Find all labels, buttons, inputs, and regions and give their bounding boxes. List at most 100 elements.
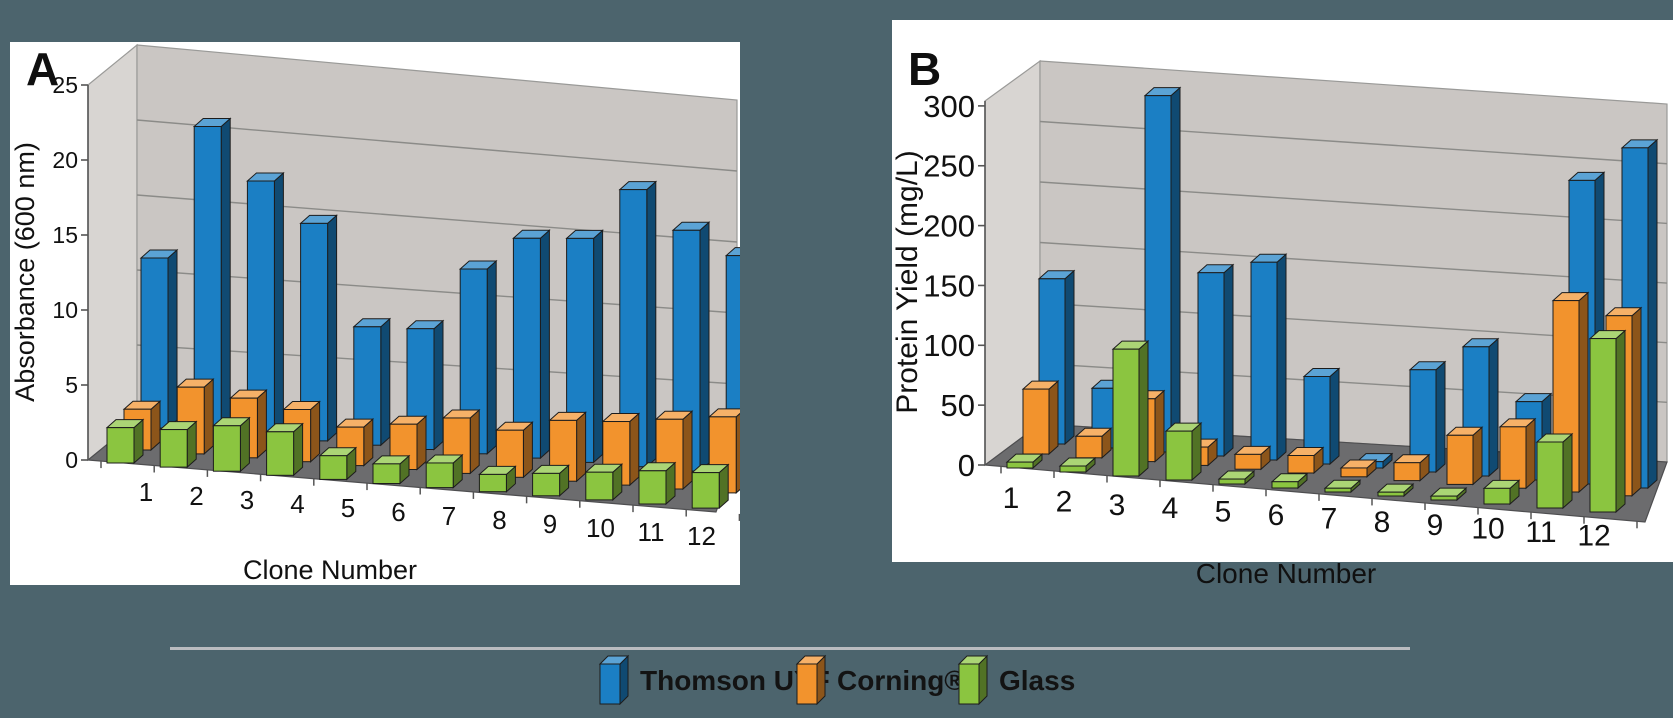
- bar-glass-clone-10: [1482, 479, 1521, 506]
- y-tick-label-100: 100: [923, 328, 975, 363]
- y-tick-label-5: 5: [65, 372, 78, 398]
- y-axis-title: Absorbance (600 nm): [10, 142, 40, 402]
- clone-label-11: 11: [638, 517, 665, 547]
- bar-glass-clone-2: [1058, 456, 1097, 474]
- clone-label-6: 6: [391, 497, 405, 527]
- clone-label-12: 12: [687, 521, 716, 551]
- chart-panel-a: A 0 5 10 15 20 25 1 2 3 4 5 6 7 8 9 10 11 12 Absorbance (6…: [10, 42, 740, 585]
- bar-corning-clone-7: [1339, 458, 1378, 478]
- bar-glass-clone-1: [105, 418, 145, 465]
- bar-thomsonuyf-clone-8: [512, 229, 551, 460]
- clone-label-3: 3: [1109, 489, 1126, 522]
- panel-a-label: A: [26, 43, 60, 95]
- bar-glass-clone-2: [158, 420, 198, 469]
- y-tick-label-25: 25: [52, 72, 78, 98]
- clone-label-5: 5: [1215, 496, 1232, 529]
- bar-glass-clone-11: [1535, 432, 1574, 510]
- bar-glass-clone-7: [424, 453, 464, 489]
- bar-glass-clone-12: [690, 463, 730, 510]
- legend-cube-icon: [598, 654, 630, 705]
- bar-glass-clone-4: [265, 422, 304, 477]
- bar-corning-clone-9: [1445, 426, 1484, 486]
- bar-corning-clone-5: [335, 418, 375, 467]
- bar-corning-clone-6: [1286, 446, 1325, 475]
- bar-corning-clone-12: [707, 408, 740, 495]
- bar-glass-clone-11: [637, 461, 677, 506]
- thomson-uyf-swatch-icon: [598, 653, 630, 710]
- bar-glass-clone-1: [1005, 452, 1044, 470]
- bar-thomsonuyf-clone-5: [1249, 253, 1288, 462]
- bar-corning-clone-2: [1074, 427, 1113, 459]
- bar-glass-clone-6: [1270, 472, 1309, 490]
- bar-glass-clone-6: [371, 454, 411, 485]
- glass-swatch-icon: [957, 653, 989, 710]
- bar-glass-clone-4: [1164, 422, 1203, 482]
- gridline-20: [136, 119, 738, 172]
- legend-label: Glass: [999, 665, 1076, 696]
- y-tick-label-200: 200: [923, 208, 975, 243]
- y-tick-label-0: 0: [958, 448, 975, 483]
- bar-thomsonuyf-clone-1: [139, 248, 179, 430]
- y-axis-title: Protein Yield (mg/L): [892, 150, 924, 413]
- bar-glass-clone-7: [1323, 479, 1362, 494]
- clone-label-2: 2: [1056, 485, 1073, 518]
- legend-cube-icon: [957, 654, 989, 705]
- bar-glass-clone-3: [212, 416, 251, 473]
- clone-label-12: 12: [1577, 519, 1610, 552]
- y-tick-label-300: 300: [923, 89, 975, 124]
- y-tick-label-50: 50: [941, 388, 975, 423]
- y-tick-label-250: 250: [923, 149, 975, 184]
- legend-label: Corning®: [837, 665, 965, 696]
- side-wall: [87, 43, 138, 462]
- legend: Thomson UYF Corning® Glass: [0, 653, 1673, 711]
- bar-corning-clone-10: [1498, 417, 1537, 490]
- bar-glass-clone-10: [584, 463, 624, 502]
- clone-label-9: 9: [1427, 509, 1444, 542]
- corning-swatch-icon: [795, 653, 827, 710]
- bar-glass-clone-8: [478, 465, 517, 493]
- legend-cube-icon: [795, 654, 827, 705]
- clone-label-1: 1: [139, 477, 153, 507]
- clone-label-6: 6: [1268, 499, 1285, 532]
- clone-label-11: 11: [1525, 516, 1556, 549]
- y-tick-label-15: 15: [52, 222, 78, 248]
- clone-label-3: 3: [240, 485, 254, 515]
- clone-label-8: 8: [1374, 506, 1391, 539]
- bar-glass-clone-5: [1217, 469, 1256, 486]
- clone-label-2: 2: [189, 481, 203, 511]
- bar-glass-clone-9: [531, 464, 570, 497]
- clone-label-9: 9: [543, 509, 557, 539]
- chart-panel-b: B 0 50 100 150 200 250 300 1 2 3 4 5 6 7 8 9 10 11 12 Prote…: [892, 20, 1673, 562]
- bar-thomsonuyf-clone-4: [1196, 263, 1235, 458]
- chart-b-xaxis-title: Clone Number: [1195, 558, 1377, 589]
- clone-label-10: 10: [1471, 513, 1504, 546]
- clone-label-4: 4: [1162, 492, 1179, 525]
- clone-label-7: 7: [1321, 502, 1338, 535]
- bar-glass-clone-5: [318, 446, 358, 481]
- bar-corning-clone-8: [1392, 453, 1431, 482]
- y-tick-label-10: 10: [52, 297, 78, 323]
- bar-glass-clone-8: [1376, 483, 1415, 498]
- clone-label-4: 4: [290, 489, 304, 519]
- x-axis-title: Clone Number: [243, 555, 417, 585]
- bar-corning-clone-8: [495, 421, 534, 479]
- clone-label-5: 5: [341, 493, 355, 523]
- clone-label-10: 10: [586, 513, 615, 543]
- bar-glass-clone-3: [1111, 340, 1150, 478]
- legend-divider-line: [170, 647, 1410, 650]
- bar-corning-clone-1: [1021, 379, 1060, 456]
- panel-b-label: B: [908, 43, 942, 95]
- clone-label-1: 1: [1003, 482, 1020, 515]
- bar-glass-clone-12: [1588, 329, 1627, 514]
- y-tick-label-150: 150: [923, 268, 975, 303]
- bar-corning-clone-9: [548, 411, 587, 483]
- y-tick-label-0: 0: [65, 447, 78, 473]
- legend-item-glass: Glass: [957, 653, 1076, 710]
- clone-label-7: 7: [442, 501, 456, 531]
- y-tick-label-20: 20: [52, 147, 78, 173]
- bar-glass-clone-9: [1429, 487, 1468, 502]
- legend-item-corning: Corning®: [795, 653, 965, 710]
